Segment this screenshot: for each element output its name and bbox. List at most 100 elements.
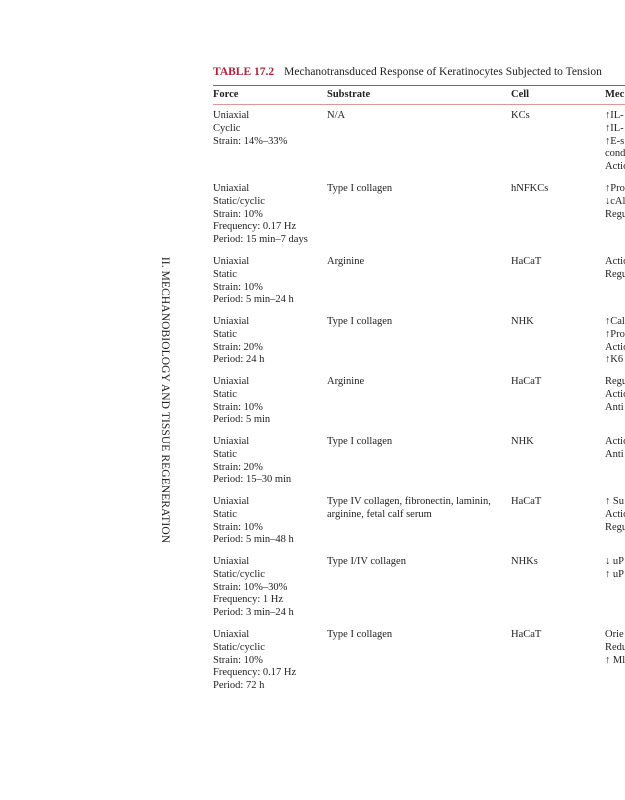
substrate-cell-line: N/A <box>327 110 346 121</box>
mechanism-cell-line: Actio <box>605 341 625 353</box>
force-cell: Uniaxial Static Strain: 20% Period: 15–30 m… <box>213 436 291 487</box>
force-cell-line: Strain: 20% <box>213 461 263 473</box>
substrate-cell: N/A <box>327 110 345 123</box>
force-cell-line: Strain: 10%–30% <box>213 581 288 593</box>
cell-type-cell: HaCaT <box>511 256 542 267</box>
substrate-cell-line: Type IV collagen, fibronectin, laminin, <box>327 496 491 507</box>
mechanism-cell-line: ↑K6 <box>605 354 624 366</box>
cell-type-cell: NHK <box>511 316 534 327</box>
force-cell-line: Static <box>213 268 237 280</box>
mechanism-cell-line: ↑IL- <box>605 122 624 134</box>
substrate-cell: Type I collagen <box>327 436 392 449</box>
mechanism-cell-line: Actio <box>605 256 625 267</box>
substrate-cell: Type I collagen <box>327 629 392 642</box>
substrate-cell-line: Type I/IV collagen <box>327 556 406 567</box>
substrate-cell: Type I/IV collagen <box>327 556 406 569</box>
mechanism-cell-line: Actio <box>605 508 625 520</box>
col-header-substrate: Substrate <box>327 89 371 100</box>
force-cell-line: Uniaxial <box>213 110 250 121</box>
mechanism-cell-line: Regu <box>605 208 625 220</box>
mechanism-cell-line: ↑ Su <box>605 496 624 507</box>
cell-type-cell: HaCaT <box>511 496 542 507</box>
force-cell-line: Period: 24 h <box>213 354 265 366</box>
mechanism-cell: ↑ SuActioRegu <box>605 496 625 534</box>
force-cell: Uniaxial Static/cyclic Strain: 10% Frequenc… <box>213 183 308 247</box>
substrate-cell-line: Type I collagen <box>327 629 393 640</box>
header-bottom-rule <box>213 104 625 105</box>
substrate-cell-line: Arginine <box>327 256 365 267</box>
mechanism-cell-line: Regu <box>605 376 625 387</box>
mechanism-cell-line: cond <box>605 148 625 160</box>
substrate-cell-line: Type I collagen <box>327 316 393 327</box>
mechanism-cell-line: Regu <box>605 521 625 533</box>
substrate-cell: Type I collagen <box>327 316 392 329</box>
mechanism-cell-line: ↑E-s <box>605 135 625 147</box>
mechanism-cell: ActioAnti <box>605 436 625 462</box>
mechanism-cell-line: Regu <box>605 268 625 280</box>
running-side-header: II. MECHANOBIOLOGY AND TISSUE REGENERATI… <box>159 256 171 544</box>
col-header-cell: Cell <box>511 89 530 100</box>
force-cell-line: Strain: 20% <box>213 341 263 353</box>
substrate-cell-line: arginine, fetal calf serum <box>327 508 432 520</box>
force-cell-line: Static/cyclic <box>213 568 265 580</box>
force-cell-line: Cyclic <box>213 122 241 134</box>
force-cell-line: Static <box>213 508 237 520</box>
mechanism-cell: ↑Pro ↓cAl Regu <box>605 183 625 221</box>
force-cell-line: Frequency: 0.17 Hz <box>213 667 297 679</box>
force-cell: Uniaxial Static/cyclic Strain: 10%–30% Freq… <box>213 556 294 620</box>
mechanism-cell-line: ↑Pro <box>605 328 625 340</box>
cell-type-cell: NHK <box>511 436 534 447</box>
mechanism-cell-line: ↑Pro <box>605 183 625 194</box>
mechanism-cell-line: ↑ uP <box>605 568 624 580</box>
force-cell-line: Period: 3 min–24 h <box>213 607 294 619</box>
table-title: Mechanotransduced Response of Keratinocy… <box>284 66 602 78</box>
col-header-force: Force <box>213 89 239 100</box>
force-cell: Uniaxial Static Strain: 10% Period: 5 min <box>213 376 270 427</box>
substrate-cell: Type IV collagen, fibronectin, laminin, a… <box>327 496 491 522</box>
force-cell: Uniaxial Static/cyclic Strain: 10% Frequenc… <box>213 629 296 693</box>
force-cell-line: Strain: 10% <box>213 401 263 413</box>
force-cell-line: Strain: 10% <box>213 281 263 293</box>
mechanism-cell-line: ↑Cal <box>605 316 625 327</box>
mechanism-cell-line: ↓cAl <box>605 195 625 207</box>
cell-type-cell: HaCaT <box>511 629 542 640</box>
force-cell-line: Uniaxial <box>213 496 250 507</box>
substrate-cell: Arginine <box>327 256 364 269</box>
substrate-cell: Type I collagen <box>327 183 392 196</box>
force-cell-line: Strain: 14%–33% <box>213 135 288 147</box>
table-number: TABLE 17.2 <box>213 66 275 78</box>
mechanism-cell-line: ↑ Ml <box>605 654 625 666</box>
force-cell-line: Uniaxial <box>213 183 250 194</box>
force-cell-line: Period: 5 min–48 h <box>213 534 294 546</box>
mechanism-cell-line: Actio <box>605 388 625 400</box>
mechanism-cell-line: Actio <box>605 436 625 447</box>
mechanism-cell-line: ↓ uP <box>605 556 624 567</box>
mechanism-cell: Orie Redu ↑ Ml <box>605 629 625 667</box>
force-cell: Uniaxial Static Strain: 10% Period: 5 min–2… <box>213 256 294 307</box>
header-top-rule <box>213 85 625 86</box>
mechanism-cell: ↓ uP ↑ uP <box>605 556 624 582</box>
force-cell-line: Uniaxial <box>213 436 250 447</box>
substrate-cell-line: Type I collagen <box>327 436 393 447</box>
force-cell-line: Period: 5 min <box>213 414 271 426</box>
force-cell-line: Strain: 10% <box>213 654 263 666</box>
mechanism-cell: ↑IL-↑IL-↑E-scondActio <box>605 110 625 174</box>
force-cell-line: Uniaxial <box>213 316 250 327</box>
force-cell-line: Uniaxial <box>213 256 250 267</box>
force-cell-line: Strain: 10% <box>213 208 263 220</box>
force-cell-line: Static <box>213 328 237 340</box>
cell-type-cell: hNFKCs <box>511 183 549 194</box>
table-caption: TABLE 17.2 Mechanotransduced Response of … <box>213 66 602 78</box>
force-cell-line: Uniaxial <box>213 556 250 567</box>
substrate-cell: Arginine <box>327 376 364 389</box>
force-cell-line: Static/cyclic <box>213 641 265 653</box>
force-cell-line: Uniaxial <box>213 376 250 387</box>
mechanism-cell-line: Actio <box>605 161 625 173</box>
mechanism-cell-line: ↑IL- <box>605 110 624 121</box>
mechanism-cell-line: Redu <box>605 641 625 653</box>
col-header-mechanism: Mec <box>605 89 625 100</box>
cell-type-cell: KCs <box>511 110 530 121</box>
force-cell: Uniaxial Cyclic Strain: 14%–33% <box>213 110 287 148</box>
force-cell-line: Frequency: 1 Hz <box>213 594 283 606</box>
force-cell-line: Period: 72 h <box>213 680 265 692</box>
